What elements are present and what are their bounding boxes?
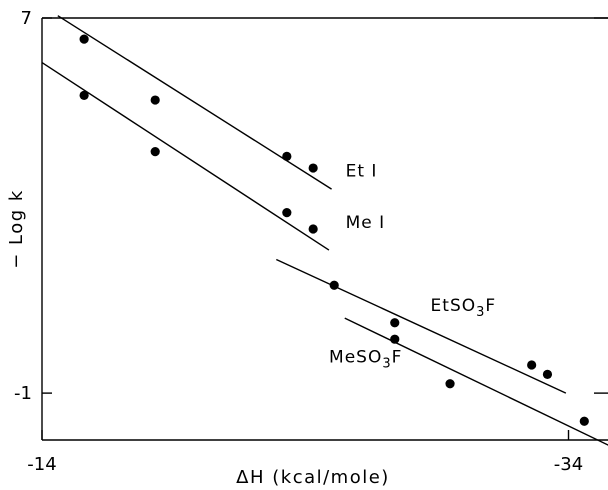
- x-tick-label: -14: [27, 454, 56, 475]
- text-labels: -14 -34 7 -1 ΔH (kcal/mole) − Log k Et I Me I Et…: [6, 8, 583, 488]
- series-label-part: EtSO: [431, 296, 477, 316]
- series-label-part: MeSO: [329, 348, 382, 368]
- data-point-EtSO3F: [542, 369, 553, 379]
- data-point-EtI: [150, 95, 160, 105]
- series-label-MeSO3F: MeSO3F: [329, 348, 402, 372]
- series-label-part: F: [485, 296, 496, 316]
- series-label-part: 3: [382, 357, 391, 372]
- data-point-EtI: [282, 151, 292, 161]
- plot-frame: [41, 17, 608, 441]
- y-tick-label: -1: [14, 383, 32, 404]
- series-label-part: Et I: [346, 161, 378, 181]
- fit-line-MeI: [41, 61, 330, 251]
- axis-ticks: [41, 17, 608, 440]
- y-axis-label: − Log k: [6, 189, 27, 269]
- y-tick-label: 7: [21, 8, 32, 29]
- series-label-part: 3: [476, 305, 485, 320]
- series-label-part: F: [392, 348, 403, 368]
- data-point-MeI: [308, 224, 318, 234]
- data-point-MeI: [79, 90, 89, 100]
- fit-line-EtSO3F: [276, 258, 567, 394]
- fit-lines: [41, 15, 608, 446]
- series-label-MeI: Me I: [346, 213, 386, 233]
- data-point-EtI: [79, 34, 89, 44]
- x-tick-label: -34: [554, 454, 583, 475]
- x-axis-label: ΔH (kcal/mole): [236, 467, 390, 488]
- data-point-MeI: [282, 207, 292, 218]
- series-label-part: Me I: [346, 213, 386, 233]
- data-point-EtI: [308, 163, 318, 173]
- data-point-MeSO3F: [390, 334, 400, 344]
- data-point-MeSO3F: [579, 416, 589, 426]
- data-point-MeI: [150, 147, 160, 157]
- data-point-EtSO3F: [390, 318, 400, 328]
- series-label-EtSO3F: EtSO3F: [431, 296, 497, 320]
- data-points: [79, 34, 589, 426]
- series-label-EtI: Et I: [346, 161, 378, 181]
- data-point-EtSO3F: [527, 360, 537, 370]
- data-point-MeSO3F: [445, 379, 455, 389]
- data-point-EtSO3F: [329, 280, 339, 290]
